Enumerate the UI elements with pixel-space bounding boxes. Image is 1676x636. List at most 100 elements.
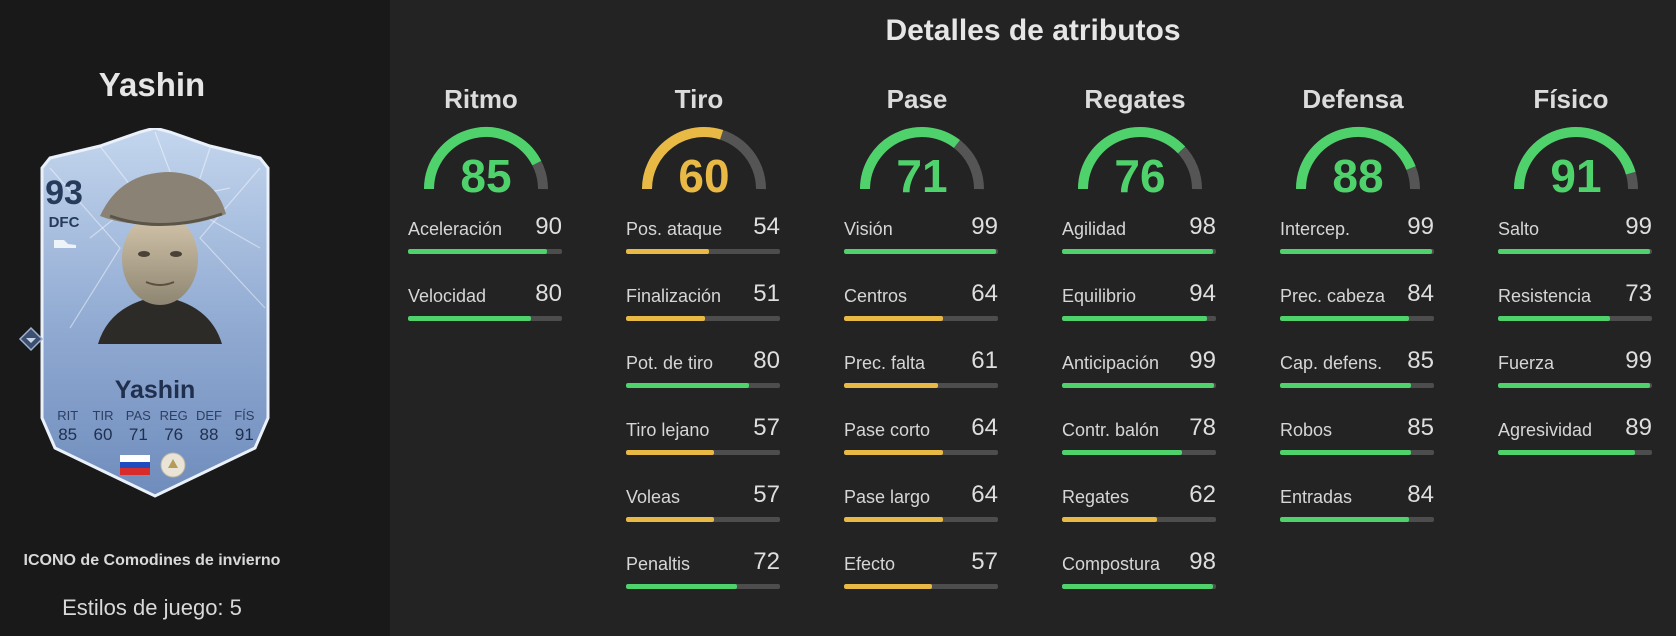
attribute-list: Intercep. 99 Prec. cabeza 84 Cap. defens. 85 R… <box>1280 209 1450 544</box>
category-name: Defensa <box>1302 84 1404 114</box>
card-stats-row: RIT 85 TIR 60 PAS 71 REG 76 DEF 88 FÍS 91 <box>50 408 262 445</box>
card-stat-value: 60 <box>93 425 113 444</box>
attribute-label: Anticipación <box>1062 353 1160 373</box>
attribute-bar <box>1062 383 1216 388</box>
attribute-value: 85 <box>1407 347 1434 374</box>
attribute-bar-fill <box>1062 316 1207 321</box>
attribute-value: 99 <box>1407 213 1434 240</box>
attribute-row: Fuerza 99 <box>1498 343 1652 410</box>
attribute-bar <box>1498 249 1652 254</box>
card-stat-def: DEF 88 <box>191 408 226 445</box>
attribute-label: Salto <box>1498 219 1540 239</box>
category-value: 85 <box>460 150 512 202</box>
attribute-row: Contr. balón 78 <box>1062 410 1216 477</box>
card-flags <box>120 452 186 478</box>
category-gauge: 88 <box>1294 123 1434 202</box>
attribute-value: 61 <box>971 347 998 374</box>
attribute-bar-fill <box>408 249 547 254</box>
card-stat-value: 91 <box>234 425 254 444</box>
attribute-label: Entradas <box>1280 487 1353 507</box>
gauge-fill <box>642 127 724 190</box>
attribute-label: Centros <box>844 286 908 306</box>
attribute-bar-fill <box>626 584 737 589</box>
card-position: DFC <box>48 214 80 231</box>
category-pase: Pase 71 Visión 99 Centros 64 Prec. falta 61 Pase… <box>844 84 1014 611</box>
attribute-row: Intercep. 99 <box>1280 209 1434 276</box>
attribute-row: Efecto 57 <box>844 544 998 611</box>
attribute-bar <box>1062 249 1216 254</box>
attribute-bar-fill <box>626 450 714 455</box>
attribute-bar <box>626 249 780 254</box>
attribute-bar <box>1498 383 1652 388</box>
player-portrait <box>98 172 226 344</box>
attribute-row: Agresividad 89 <box>1498 410 1652 477</box>
gauge-arc <box>424 127 548 190</box>
attribute-bar-fill <box>626 249 710 254</box>
attribute-value: 54 <box>753 213 780 240</box>
attribute-bar-fill <box>1280 383 1411 388</box>
attribute-bar <box>626 584 780 589</box>
gauge-arc <box>1078 127 1202 190</box>
category-value: 60 <box>678 150 730 202</box>
attribute-bar <box>844 316 998 321</box>
attribute-bar <box>626 316 780 321</box>
attribute-bar-fill <box>1498 316 1611 321</box>
attribute-row: Compostura 98 <box>1062 544 1216 611</box>
attribute-bar <box>408 249 562 254</box>
category-gauge: 60 <box>640 123 780 202</box>
card-stat-fís: FÍS 91 <box>227 408 262 445</box>
category-value: 76 <box>1114 150 1166 202</box>
attribute-bar-fill <box>626 517 714 522</box>
attribute-value: 57 <box>753 481 780 508</box>
attribute-label: Equilibrio <box>1062 286 1137 306</box>
attribute-value: 80 <box>753 347 780 374</box>
card-stat-label: PAS <box>125 408 151 423</box>
attribute-label: Agresividad <box>1498 420 1593 440</box>
attribute-list: Pos. ataque 54 Finalización 51 Pot. de tiro 8… <box>626 209 796 611</box>
category-gauge: 71 <box>858 123 998 202</box>
card-stat-value: 88 <box>199 425 219 444</box>
attribute-bar <box>844 517 998 522</box>
attribute-bar-fill <box>844 517 943 522</box>
attribute-row: Pot. de tiro 80 <box>626 343 780 410</box>
attribute-label: Voleas <box>626 487 681 507</box>
attribute-row: Centros 64 <box>844 276 998 343</box>
category-value: 91 <box>1550 150 1602 202</box>
category-tiro: Tiro 60 Pos. ataque 54 Finalización 51 Pot. de… <box>626 84 796 611</box>
attribute-value: 99 <box>1625 213 1652 240</box>
attribute-row: Pase corto 64 <box>844 410 998 477</box>
playstyles-count[interactable]: Estilos de juego: 5 <box>62 595 242 620</box>
attribute-label: Finalización <box>626 286 722 306</box>
attribute-bar-fill <box>1280 517 1410 522</box>
attribute-label: Fuerza <box>1498 353 1555 373</box>
player-card-panel: Yashin <box>0 0 390 636</box>
attribute-row: Pase largo 64 <box>844 477 998 544</box>
player-card[interactable]: 93 DFC Yashin RIT 85 TIR 60 PAS 71 REG 76 DEF 88 F… <box>18 128 280 498</box>
attribute-value: 57 <box>753 414 780 441</box>
attribute-bar <box>626 450 780 455</box>
attribute-bar <box>1062 450 1216 455</box>
attribute-list: Aceleración 90 Velocidad 80 <box>408 209 578 343</box>
attribute-label: Pos. ataque <box>626 219 723 239</box>
attribute-value: 84 <box>1407 481 1434 508</box>
attribute-bar <box>1498 316 1652 321</box>
card-player-name: Yashin <box>114 376 196 404</box>
attribute-label: Efecto <box>844 554 896 574</box>
category-name: Pase <box>886 84 948 114</box>
attribute-bar <box>1280 517 1434 522</box>
card-stat-reg: REG 76 <box>156 408 191 445</box>
category-name: Físico <box>1533 84 1609 114</box>
attribute-bar-fill <box>1062 517 1158 522</box>
category-ritmo: Ritmo 85 Aceleración 90 Velocidad 80 <box>408 84 578 343</box>
attribute-bar-fill <box>1498 383 1651 388</box>
attribute-row: Agilidad 98 <box>1062 209 1216 276</box>
attribute-bar-fill <box>1062 584 1213 589</box>
attribute-row: Prec. falta 61 <box>844 343 998 410</box>
category-name: Regates <box>1084 84 1186 114</box>
attribute-label: Aceleración <box>408 219 503 239</box>
attribute-value: 57 <box>971 548 998 575</box>
attribute-bar-fill <box>1280 450 1411 455</box>
card-stat-tir: TIR 60 <box>85 408 120 445</box>
attribute-row: Penaltis 72 <box>626 544 780 611</box>
attribute-value: 90 <box>535 213 562 240</box>
